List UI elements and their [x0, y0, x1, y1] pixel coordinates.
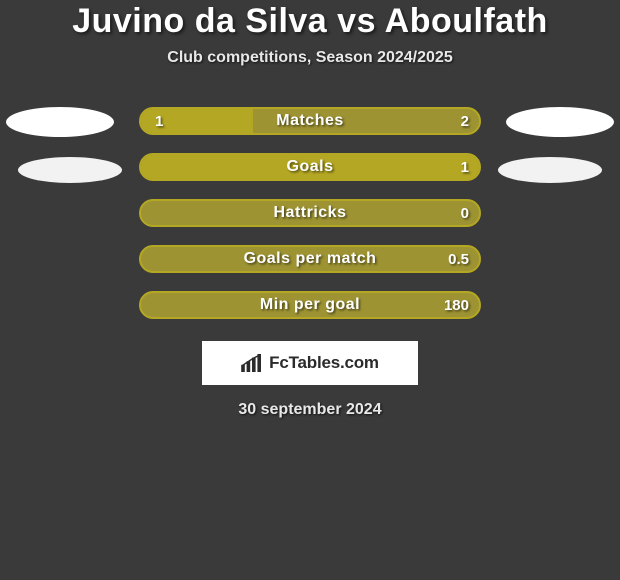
stat-label: Min per goal — [141, 293, 479, 317]
brand-text: FcTables.com — [269, 353, 379, 373]
stat-bar: Min per goal180 — [139, 291, 481, 319]
stat-value-right: 180 — [444, 293, 469, 317]
chart-stage: 1Matches2Goals1Hattricks0Goals per match… — [0, 107, 620, 419]
player1-shadow-placeholder — [18, 157, 122, 183]
stat-bar: Hattricks0 — [139, 199, 481, 227]
stat-label: Hattricks — [141, 201, 479, 225]
player1-avatar-placeholder — [6, 107, 114, 137]
stat-value-right: 2 — [461, 109, 469, 133]
brand-bars-icon — [241, 354, 263, 372]
stat-value-right: 0.5 — [448, 247, 469, 271]
stat-value-right: 1 — [461, 155, 469, 179]
brand-badge: FcTables.com — [202, 341, 418, 385]
stat-bar: 1Matches2 — [139, 107, 481, 135]
stat-bar: Goals per match0.5 — [139, 245, 481, 273]
comparison-card: Juvino da Silva vs Aboulfath Club compet… — [0, 0, 620, 419]
stat-label: Goals per match — [141, 247, 479, 271]
stat-label: Goals — [141, 155, 479, 179]
page-subtitle: Club competitions, Season 2024/2025 — [0, 49, 620, 67]
player2-shadow-placeholder — [498, 157, 602, 183]
footer-date: 30 september 2024 — [0, 401, 620, 419]
stat-label: Matches — [141, 109, 479, 133]
stat-bar: Goals1 — [139, 153, 481, 181]
page-title: Juvino da Silva vs Aboulfath — [0, 2, 620, 41]
player2-avatar-placeholder — [506, 107, 614, 137]
stat-value-right: 0 — [461, 201, 469, 225]
stat-bars: 1Matches2Goals1Hattricks0Goals per match… — [139, 107, 481, 319]
